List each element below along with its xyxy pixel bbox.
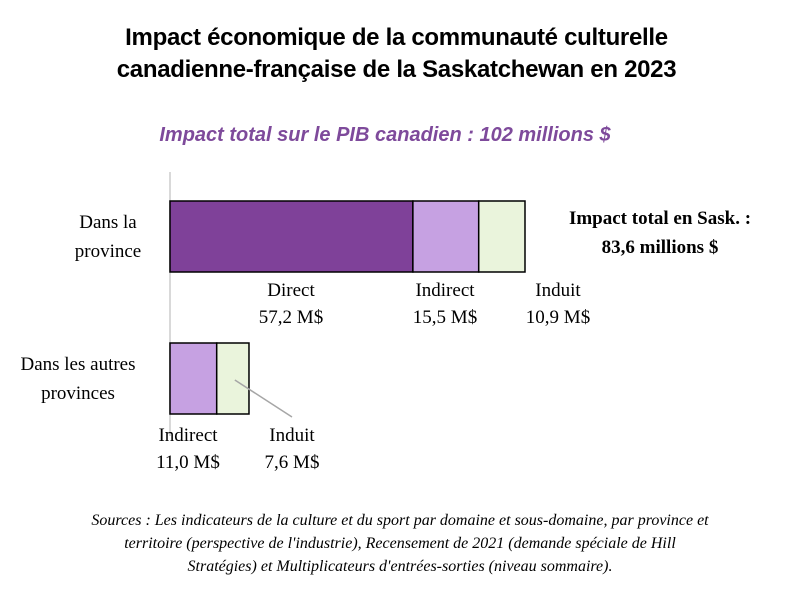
bar-province-induit	[477, 200, 526, 273]
leader-line-induit	[234, 379, 293, 418]
chart-title-line1: Impact économique de la communauté cultu…	[125, 24, 668, 51]
data-label-province-indirect-value: 15,5 M$	[413, 307, 477, 328]
category-label-0-line1: Dans la	[79, 212, 137, 233]
bar-province-direct	[169, 200, 414, 273]
category-label-1-line2: provinces	[41, 383, 115, 404]
bar-other-provinces-induit	[215, 342, 250, 415]
total-annotation-line2: 83,6 millions $	[601, 237, 719, 258]
total-annotation-line1: Impact total en Sask. :	[568, 208, 752, 229]
chart-title: Impact économique de la communauté cultu…	[0, 22, 793, 86]
category-label-0-line2: province	[75, 241, 141, 262]
data-label-other-induit-value: 7,6 M$	[265, 452, 320, 473]
sources-line1: Sources : Les indicateurs de la culture …	[91, 512, 709, 529]
data-label-other-indirect-value: 11,0 M$	[156, 452, 220, 473]
data-label-province-direct-value: 57,2 M$	[259, 307, 323, 328]
bar-other-provinces-indirect	[169, 342, 218, 415]
data-label-province-indirect-name: Indirect	[415, 280, 475, 301]
bar-province-indirect	[412, 200, 480, 273]
data-label-province-induit-name: Induit	[535, 280, 581, 301]
sources-note: Sources : Les indicateurs de la culture …	[30, 509, 770, 578]
total-annotation: Impact total en Sask. : 83,6 millions $	[545, 204, 775, 262]
sources-line3: Stratégies) et Multiplicateurs d'entrées…	[187, 558, 613, 575]
data-label-province-direct-name: Direct	[267, 280, 315, 301]
chart-title-line2: canadienne-française de la Saskatchewan …	[116, 56, 677, 83]
data-label-other-induit-name: Induit	[269, 425, 315, 446]
data-label-other-indirect-name: Indirect	[158, 425, 218, 446]
data-label-province-induit-value: 10,9 M$	[526, 307, 590, 328]
chart-subtitle: Impact total sur le PIB canadien : 102 m…	[159, 124, 611, 146]
sources-line2: territoire (perspective de l'industrie),…	[124, 535, 676, 552]
category-label-1-line1: Dans les autres	[20, 354, 135, 375]
